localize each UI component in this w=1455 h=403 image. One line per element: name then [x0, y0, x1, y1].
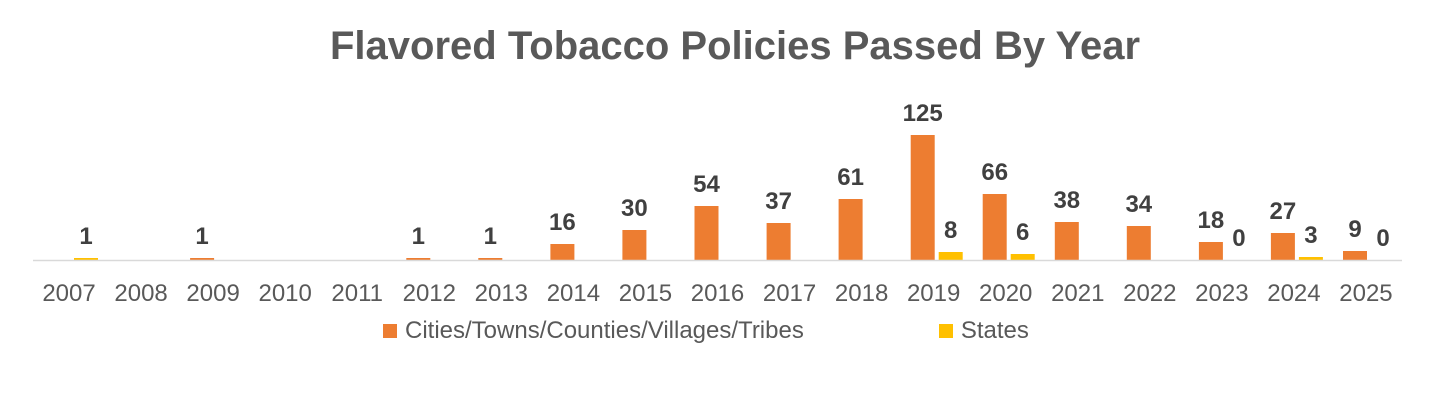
data-label-states-2020: 6: [1016, 219, 1029, 246]
x-tick-label-2016: 2016: [691, 280, 744, 307]
legend: Cities/Towns/Counties/Villages/Tribes St…: [383, 317, 1029, 345]
data-label-cities-towns-counties-villages-tribes-2009: 1: [195, 223, 208, 250]
data-label-cities-towns-counties-villages-tribes-2018: 61: [837, 164, 864, 191]
bar-cities-towns-counties-villages-tribes-2013: [478, 258, 503, 260]
bar-cities-towns-counties-villages-tribes-2014: [550, 244, 575, 260]
bar-cities-towns-counties-villages-tribes-2022: [1126, 226, 1151, 260]
legend-label-states: States: [960, 317, 1029, 344]
legend-label-cities: Cities/Towns/Counties/Villages/Tribes: [405, 317, 804, 344]
bar-cities-towns-counties-villages-tribes-2024: [1270, 233, 1295, 260]
bar-cities-towns-counties-villages-tribes-2012: [406, 258, 431, 260]
bar-cities-towns-counties-villages-tribes-2023: [1198, 242, 1223, 260]
legend-item-cities: Cities/Towns/Counties/Villages/Tribes: [383, 317, 804, 345]
bar-cities-towns-counties-villages-tribes-2020: [982, 194, 1007, 260]
bar-cities-towns-counties-villages-tribes-2015: [622, 230, 647, 260]
bar-states-2020: [1010, 254, 1035, 260]
bar-cities-towns-counties-villages-tribes-2017: [766, 223, 791, 260]
data-label-cities-towns-counties-villages-tribes-2016: 54: [693, 171, 720, 198]
data-label-states-2019: 8: [944, 217, 957, 244]
data-label-states-2024: 3: [1304, 222, 1317, 249]
x-tick-label-2009: 2009: [186, 280, 239, 307]
bar-cities-towns-counties-villages-tribes-2018: [838, 199, 863, 260]
data-label-states-2023: 0: [1232, 225, 1245, 252]
bar-states-2007: [74, 258, 98, 260]
x-tick-label-2023: 2023: [1195, 280, 1248, 307]
x-tick-label-2015: 2015: [619, 280, 672, 307]
data-label-cities-towns-counties-villages-tribes-2014: 16: [549, 209, 576, 236]
data-label-cities-towns-counties-villages-tribes-2023: 18: [1198, 207, 1225, 234]
data-label-cities-towns-counties-villages-tribes-2025: 9: [1348, 216, 1361, 243]
data-label-states-2007: 1: [79, 223, 92, 250]
data-label-cities-towns-counties-villages-tribes-2022: 34: [1125, 191, 1152, 218]
x-tick-label-2008: 2008: [114, 280, 167, 307]
data-label-cities-towns-counties-villages-tribes-2019: 125: [903, 100, 943, 127]
x-tick-label-2011: 2011: [331, 280, 383, 307]
data-label-cities-towns-counties-villages-tribes-2021: 38: [1053, 187, 1080, 214]
x-tick-label-2020: 2020: [979, 280, 1032, 307]
bar-states-2019: [938, 252, 963, 260]
legend-swatch-states: [938, 324, 953, 338]
x-tick-label-2019: 2019: [907, 280, 960, 307]
data-label-cities-towns-counties-villages-tribes-2012: 1: [412, 223, 425, 250]
legend-swatch-cities: [383, 324, 397, 338]
x-tick-label-2018: 2018: [835, 280, 888, 307]
x-tick-label-2022: 2022: [1123, 280, 1176, 307]
x-tick-label-2017: 2017: [763, 280, 816, 307]
bar-cities-towns-counties-villages-tribes-2019: [910, 135, 935, 260]
x-tick-label-2021: 2021: [1051, 280, 1104, 307]
x-tick-label-2012: 2012: [403, 280, 456, 307]
x-tick-label-2014: 2014: [547, 280, 600, 307]
bar-cities-towns-counties-villages-tribes-2016: [694, 206, 719, 260]
bar-cities-towns-counties-villages-tribes-2025: [1343, 251, 1367, 260]
data-label-cities-towns-counties-villages-tribes-2015: 30: [621, 195, 648, 222]
chart-title: Flavored Tobacco Policies Passed By Year: [329, 24, 1141, 68]
legend-item-states: States: [938, 317, 1029, 345]
data-label-states-2025: 0: [1376, 225, 1389, 252]
data-label-cities-towns-counties-villages-tribes-2017: 37: [765, 188, 792, 215]
bar-states-2024: [1298, 257, 1323, 260]
x-tick-label-2024: 2024: [1267, 280, 1320, 307]
data-label-cities-towns-counties-villages-tribes-2024: 27: [1270, 198, 1297, 225]
x-tick-label-2025: 2025: [1339, 280, 1392, 307]
x-tick-label-2007: 2007: [42, 280, 95, 307]
bar-cities-towns-counties-villages-tribes-2021: [1054, 222, 1079, 260]
x-tick-label-2010: 2010: [258, 280, 311, 307]
x-tick-label-2013: 2013: [475, 280, 528, 307]
bar-cities-towns-counties-villages-tribes-2009: [190, 258, 215, 260]
data-label-cities-towns-counties-villages-tribes-2020: 66: [981, 159, 1008, 186]
data-label-cities-towns-counties-villages-tribes-2013: 1: [484, 223, 497, 250]
